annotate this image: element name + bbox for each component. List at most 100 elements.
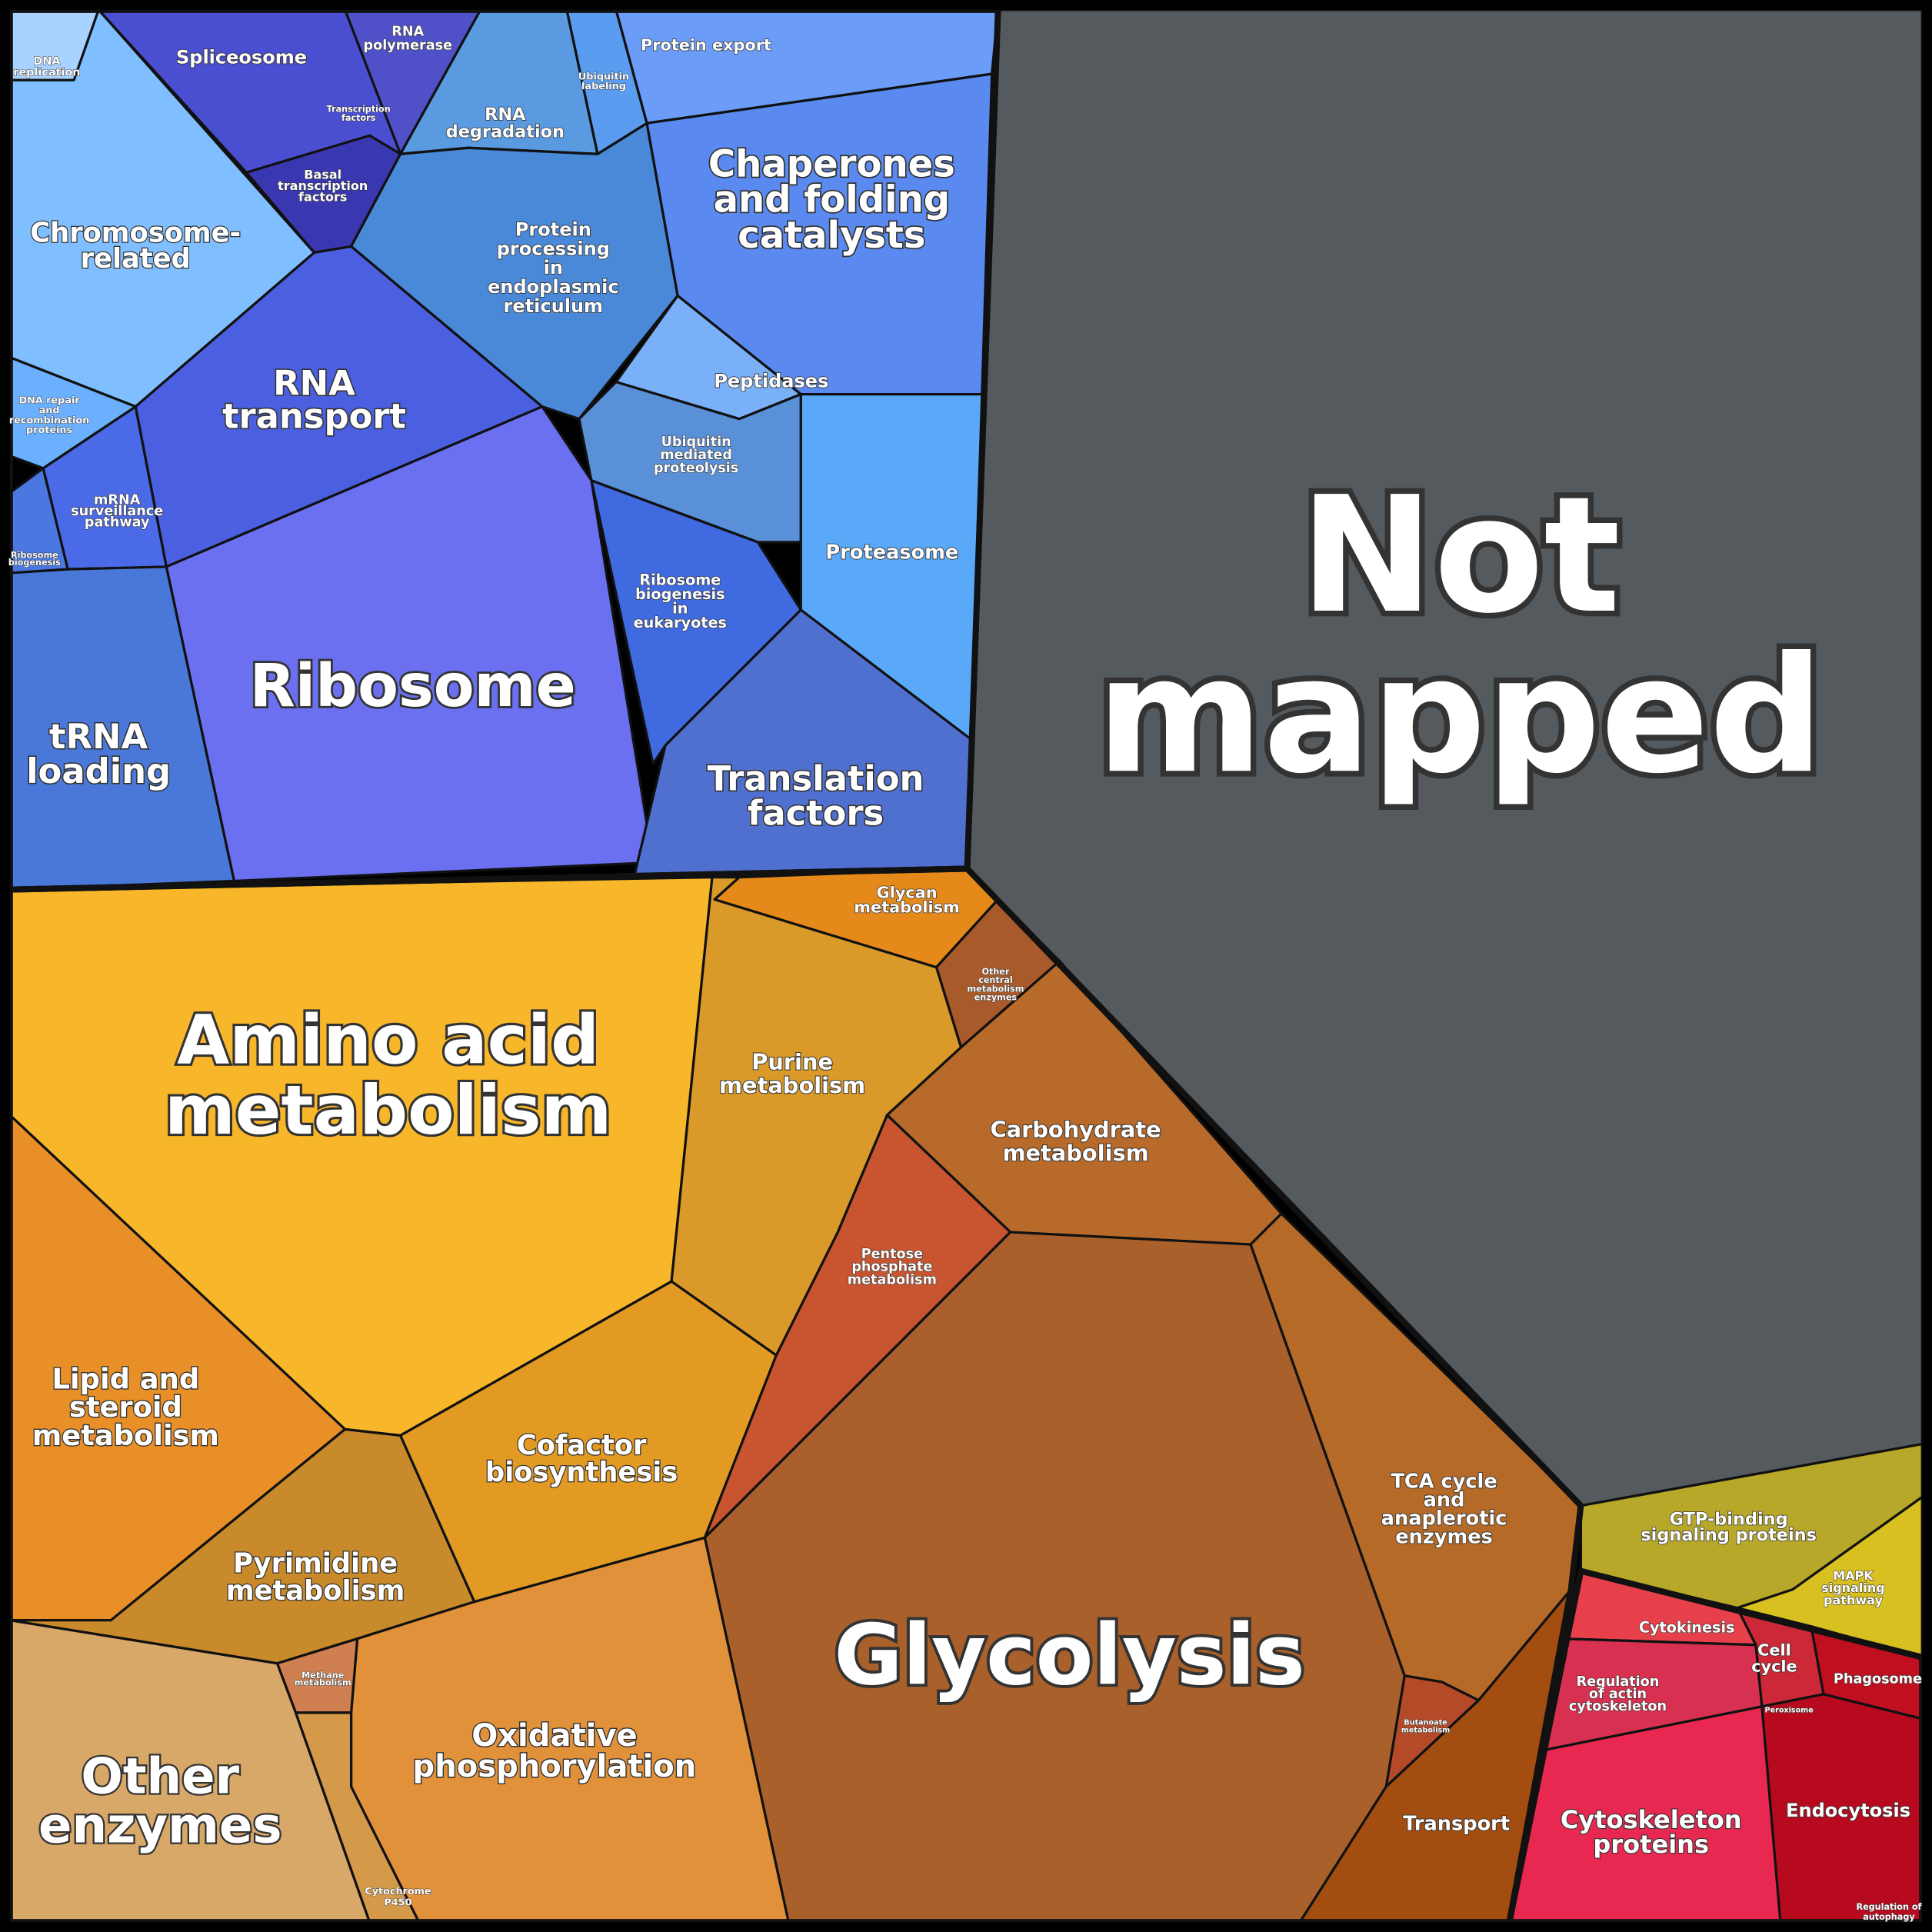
label-line: Carbohydrate <box>990 1117 1161 1143</box>
label-line: proteins <box>26 425 73 436</box>
label-line: Ribosome <box>250 652 576 721</box>
region-label: Chromosome-related <box>30 217 241 275</box>
label-line: DNA repair <box>18 395 80 406</box>
region-label: Cytokinesis <box>1639 1618 1735 1636</box>
label-line: proteins <box>1593 1830 1709 1859</box>
region-label: Endocytosis <box>1786 1800 1910 1821</box>
label-line: Other <box>981 967 1009 977</box>
region-label: Lipid and steroid metabolism <box>32 1362 219 1452</box>
region-label: Cytoskeleton proteins <box>1561 1805 1742 1859</box>
label-line: Other <box>81 1748 239 1805</box>
label-line: metabolism <box>165 1071 611 1150</box>
region-label: Peptidases <box>714 371 828 392</box>
label-line: RNA <box>391 25 424 40</box>
label-line: biogenesis <box>8 558 61 568</box>
label-line: loading <box>26 751 171 791</box>
label-line: Cell <box>1757 1641 1791 1660</box>
label-line: Cytochrome <box>365 1886 431 1897</box>
label-line: Proteasome <box>825 541 958 564</box>
pentose-region <box>703 1114 1012 1539</box>
label-line: in <box>672 599 688 617</box>
label-line: metabolism <box>1002 1140 1148 1166</box>
label-line: Not <box>1300 463 1621 649</box>
label-line: Protein <box>515 219 591 241</box>
label-line: factors <box>298 189 347 204</box>
label-line: Glycolysis <box>834 1606 1304 1704</box>
region-label: Oxidative phosphorylation <box>413 1718 697 1784</box>
label-line: Chaperones <box>708 142 955 185</box>
label-line: and folding <box>714 178 951 222</box>
label-line: Methane <box>301 1671 345 1681</box>
label-line: P450 <box>384 1897 411 1908</box>
label-line: processing <box>497 238 610 259</box>
region-label: DNA replication <box>13 55 80 78</box>
region-label: Not mapped <box>1096 463 1824 809</box>
region-label: Protein processing in endoplasmic reticulum <box>488 219 619 317</box>
label-line: Purine <box>751 1049 833 1075</box>
label-line: metabolism <box>295 1677 351 1687</box>
label-line: catalysts <box>738 214 925 257</box>
label-line: Peroxisome <box>1765 1707 1814 1715</box>
label-line: Protein export <box>641 35 771 54</box>
label-line: metabolism <box>719 1072 865 1098</box>
region-label: Carbohydrate metabolism <box>990 1117 1161 1166</box>
region-label: RNA degradation <box>446 104 565 141</box>
label-line: RNA <box>485 104 526 124</box>
label-line: eukaryotes <box>634 613 727 631</box>
label-line: Regulation of <box>1856 1902 1921 1912</box>
label-line: reticulum <box>504 295 604 317</box>
label-line: Transcription <box>327 105 391 115</box>
label-line: RNA <box>273 362 355 403</box>
label-line: in <box>544 257 563 278</box>
label-line: Cofactor <box>517 1430 647 1461</box>
label-line: Ribosome <box>639 571 721 588</box>
region-label: TCA cycle and anaplerotic enzymes <box>1381 1470 1507 1548</box>
region-label: Regulation of actin cytoskeleton <box>1569 1674 1667 1714</box>
region-label: mRNA surveillance pathway <box>71 492 163 530</box>
label-line: Regulation <box>1577 1674 1660 1690</box>
region-label: Ubiquitin labeling <box>578 71 629 92</box>
region-label: Ribosome <box>250 652 576 721</box>
label-line: Glycan <box>877 883 938 901</box>
label-line: replication <box>13 67 80 79</box>
label-line: Oxidative <box>471 1718 637 1754</box>
label-line: surveillance <box>71 504 163 519</box>
label-line: MAPK <box>1833 1568 1874 1583</box>
region-label: Ubiquitin mediated proteolysis <box>654 435 738 476</box>
label-line: proteolysis <box>654 461 738 476</box>
label-line: signaling proteins <box>1641 1525 1817 1545</box>
label-line: autophagy <box>1863 1912 1915 1922</box>
label-line: degradation <box>446 122 565 142</box>
label-line: DNA <box>33 55 61 68</box>
label-line: anaplerotic <box>1381 1507 1507 1530</box>
label-line: phosphate <box>851 1260 932 1275</box>
label-line: enzymes <box>38 1797 282 1854</box>
label-line: Chromosome- <box>30 217 241 248</box>
label-line: of actin <box>1589 1687 1647 1702</box>
region-label: Butanoate metabolism <box>1401 1719 1450 1735</box>
label-line: Spliceosome <box>176 46 307 68</box>
label-line: TCA cycle <box>1391 1470 1497 1493</box>
label-line: phosphorylation <box>413 1749 697 1784</box>
label-line: steroid <box>69 1391 182 1424</box>
label-line: Basal <box>304 167 341 182</box>
label-line: cytoskeleton <box>1569 1699 1667 1714</box>
region-label: Amino acid metabolism <box>165 1000 611 1149</box>
region-label: Proteasome <box>825 541 958 564</box>
label-line: transcription <box>278 178 368 192</box>
label-line: Endocytosis <box>1786 1800 1910 1821</box>
label-line: GTP-binding <box>1670 1509 1788 1529</box>
region-label: RNA transport <box>222 362 406 436</box>
label-line: biogenesis <box>635 585 725 602</box>
region-label: Chaperones and folding catalysts <box>708 142 955 257</box>
region-label: Ribosome biogenesis <box>8 551 61 568</box>
label-line: Lipid and <box>52 1362 200 1395</box>
label-line: Butanoate <box>1404 1719 1447 1727</box>
region-label: RNA polymerase <box>364 25 453 54</box>
label-line: metabolism <box>32 1418 219 1451</box>
region-label: Glycan metabolism <box>854 883 959 916</box>
region-label: Glycolysis <box>834 1606 1304 1704</box>
label-line: Cytokinesis <box>1639 1618 1735 1636</box>
